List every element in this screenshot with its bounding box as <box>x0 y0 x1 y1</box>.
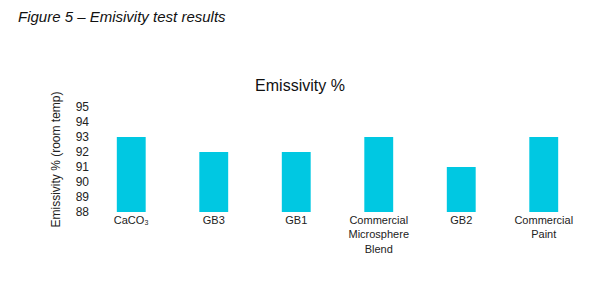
svg-text:94: 94 <box>76 115 90 129</box>
svg-text:93: 93 <box>76 130 90 144</box>
svg-text:91: 91 <box>76 160 90 174</box>
svg-text:90: 90 <box>76 175 90 189</box>
svg-text:88: 88 <box>76 205 90 219</box>
svg-text:Emissivity % (room temp): Emissivity % (room temp) <box>49 91 63 227</box>
svg-text:CommercialPaint: CommercialPaint <box>514 214 573 240</box>
svg-text:GB2: GB2 <box>450 214 472 226</box>
svg-text:92: 92 <box>76 145 90 159</box>
html-text:Figure 5 – Emisivity test resu: Figure 5 – Emisivity test results <box>18 8 226 25</box>
svg-text:CaCO₃: CaCO₃ <box>114 214 149 226</box>
svg-text:Emissivity %: Emissivity % <box>255 77 345 94</box>
svg-text:CommercialMicrosphereBlend: CommercialMicrosphereBlend <box>348 214 409 255</box>
svg-text:89: 89 <box>76 190 90 204</box>
svg-text:95: 95 <box>76 100 90 114</box>
svg-text:GB1: GB1 <box>285 214 307 226</box>
svg-text:GB3: GB3 <box>203 214 225 226</box>
